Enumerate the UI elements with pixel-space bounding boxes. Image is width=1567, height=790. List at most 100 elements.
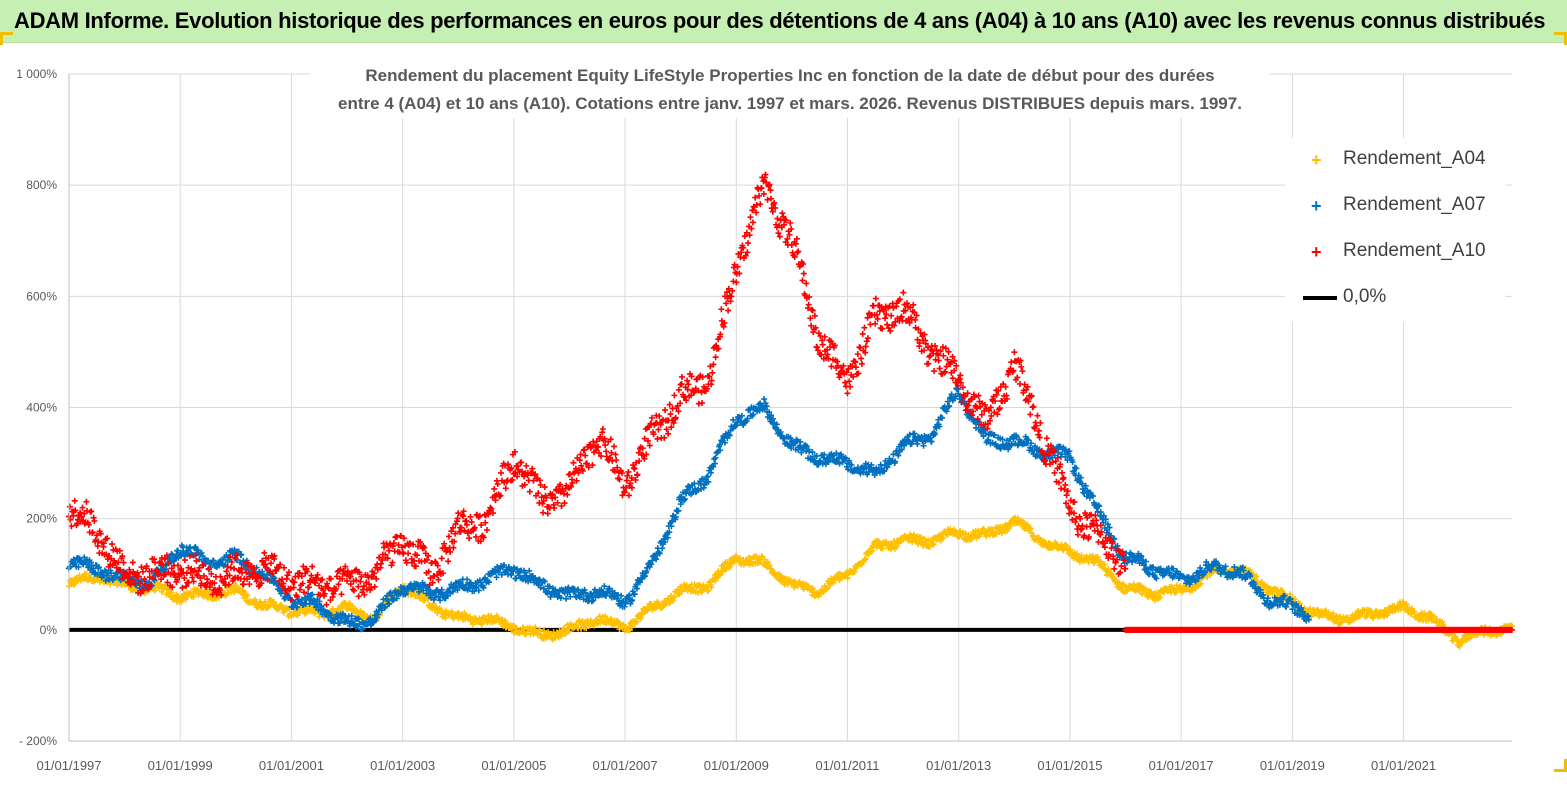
data-point xyxy=(466,535,473,542)
data-point xyxy=(1025,398,1032,405)
data-point xyxy=(1150,593,1157,600)
data-point xyxy=(198,550,205,557)
data-point xyxy=(862,349,869,356)
data-point xyxy=(1028,392,1035,399)
data-point xyxy=(675,386,682,393)
data-point xyxy=(728,293,735,300)
data-point xyxy=(625,492,632,499)
data-point xyxy=(629,597,636,604)
data-point xyxy=(931,368,938,375)
data-point xyxy=(598,453,605,460)
data-point xyxy=(451,538,458,545)
data-point xyxy=(656,550,663,557)
data-point xyxy=(223,568,230,575)
data-point xyxy=(1018,363,1025,370)
data-point xyxy=(816,457,823,464)
data-point xyxy=(786,231,793,238)
data-point xyxy=(1041,452,1048,459)
data-point xyxy=(324,580,331,587)
data-point xyxy=(1257,586,1264,593)
data-point xyxy=(1222,563,1229,570)
data-point xyxy=(1049,459,1056,466)
data-point xyxy=(1027,525,1034,532)
data-point xyxy=(893,543,900,550)
data-point xyxy=(791,253,798,260)
data-point xyxy=(1077,526,1084,533)
data-point xyxy=(493,574,500,581)
data-point xyxy=(294,604,301,611)
data-point xyxy=(663,426,670,433)
data-point xyxy=(158,576,165,583)
data-point xyxy=(727,298,734,305)
data-point xyxy=(906,431,913,438)
data-point xyxy=(1111,536,1118,543)
data-point xyxy=(460,513,467,520)
data-point xyxy=(535,490,542,497)
data-point xyxy=(85,521,92,528)
data-point xyxy=(1281,592,1288,599)
data-point xyxy=(291,579,298,586)
data-point xyxy=(257,575,264,582)
data-point xyxy=(421,544,428,551)
data-point xyxy=(884,321,891,328)
data-point xyxy=(455,510,462,517)
data-point xyxy=(974,415,981,422)
data-point xyxy=(794,249,801,256)
data-point xyxy=(675,507,682,514)
data-point xyxy=(657,421,664,428)
data-point xyxy=(920,442,927,449)
data-point xyxy=(125,574,132,581)
data-point xyxy=(775,230,782,237)
data-point xyxy=(492,497,499,504)
data-point xyxy=(210,557,217,564)
data-point xyxy=(314,571,321,578)
data-point xyxy=(269,570,276,577)
data-point xyxy=(386,600,393,607)
data-point xyxy=(145,586,152,593)
data-point xyxy=(1082,482,1089,489)
data-point xyxy=(347,573,354,580)
data-point xyxy=(708,584,715,591)
data-point xyxy=(892,458,899,465)
data-point xyxy=(463,581,470,588)
data-point xyxy=(962,407,969,414)
data-point xyxy=(695,387,702,394)
data-point xyxy=(537,584,544,591)
data-point xyxy=(473,584,480,591)
data-point xyxy=(485,511,492,518)
data-point xyxy=(607,615,614,622)
data-point xyxy=(440,570,447,577)
data-point xyxy=(491,485,498,492)
data-point xyxy=(1027,411,1034,418)
data-point xyxy=(1069,516,1076,523)
data-point xyxy=(332,585,339,592)
data-point xyxy=(717,571,724,578)
data-point xyxy=(814,344,821,351)
data-point xyxy=(741,233,748,240)
data-point xyxy=(298,573,305,580)
data-point xyxy=(842,455,849,462)
data-point xyxy=(799,277,806,284)
data-point xyxy=(329,593,336,600)
data-point xyxy=(951,367,958,374)
data-point xyxy=(434,572,441,579)
data-point xyxy=(595,443,602,450)
data-point xyxy=(514,473,521,480)
data-point xyxy=(698,399,705,406)
data-point xyxy=(655,426,662,433)
data-point xyxy=(787,435,794,442)
data-point xyxy=(898,446,905,453)
data-point xyxy=(641,573,648,580)
data-point xyxy=(159,562,166,569)
data-point xyxy=(672,514,679,521)
data-point xyxy=(896,296,903,303)
data-point xyxy=(127,581,134,588)
data-point xyxy=(768,412,775,419)
data-point xyxy=(590,597,597,604)
data-point xyxy=(530,477,537,484)
data-point xyxy=(552,494,559,501)
data-point xyxy=(476,512,483,519)
data-point xyxy=(557,594,564,601)
data-point xyxy=(1305,616,1312,623)
data-point xyxy=(756,407,763,414)
